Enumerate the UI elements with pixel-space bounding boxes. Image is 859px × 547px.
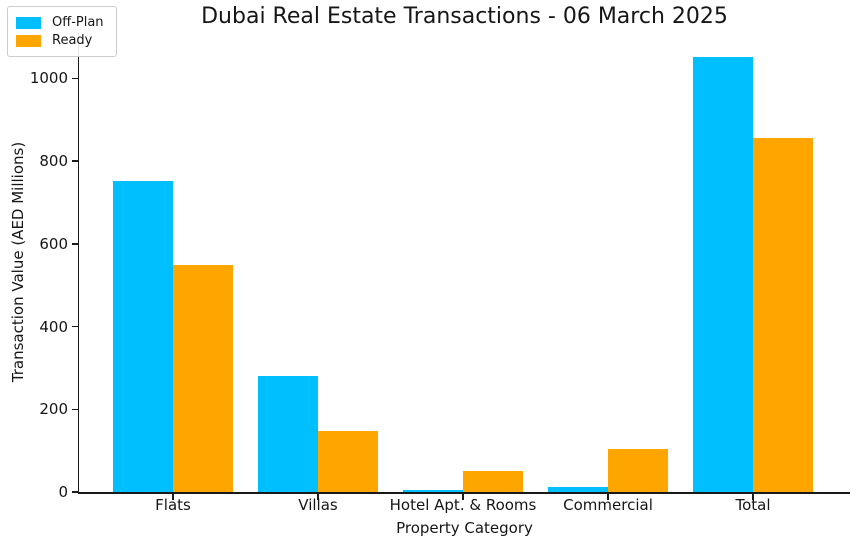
y-tick-label-1000: 1000 — [29, 69, 68, 88]
x-axis-spine — [77, 492, 850, 494]
x-tick-label-flats: Flats — [155, 496, 191, 514]
y-tick-mark-600 — [71, 243, 78, 245]
bar-ready-commercial — [608, 448, 668, 492]
x-tick-label-commercial: Commercial — [563, 496, 653, 514]
y-tick-mark-0 — [71, 491, 78, 493]
y-tick-label-400: 400 — [39, 317, 68, 336]
legend-label-off-plan: Off-Plan — [52, 15, 104, 30]
y-tick-label-600: 600 — [39, 234, 68, 253]
y-tick-label-800: 800 — [39, 152, 68, 171]
bar-ready-flats — [173, 264, 233, 492]
x-tick-mark-flats — [172, 493, 174, 500]
x-tick-mark-hotel-apt-rooms — [462, 493, 464, 500]
y-axis-label: Transaction Value (AED Millions) — [9, 141, 27, 383]
bar-off-plan-commercial — [548, 486, 608, 492]
bar-off-plan-hotel-apt-rooms — [403, 489, 463, 492]
legend-label-ready: Ready — [52, 33, 93, 48]
y-tick-mark-400 — [71, 325, 78, 328]
x-axis-label: Property Category — [396, 519, 533, 537]
x-tick-mark-total — [752, 493, 754, 500]
plot-area — [79, 33, 850, 492]
y-tick-label-0: 0 — [58, 483, 68, 501]
legend-swatch-ready — [16, 34, 41, 47]
y-axis-spine — [77, 33, 79, 494]
bar-off-plan-total — [693, 56, 753, 492]
bar-ready-total — [753, 138, 813, 492]
y-tick-mark-800 — [71, 160, 78, 162]
bar-ready-villas — [318, 430, 378, 492]
x-tick-label-total: Total — [735, 496, 771, 514]
legend: Off-Plan Ready — [7, 6, 117, 57]
y-tick-mark-1000 — [71, 77, 78, 80]
bar-off-plan-villas — [258, 376, 318, 492]
chart-title: Dubai Real Estate Transactions - 06 Marc… — [201, 4, 728, 29]
bar-ready-hotel-apt-rooms — [463, 471, 523, 492]
legend-swatch-off-plan — [16, 16, 41, 29]
x-tick-label-villas: Villas — [298, 496, 338, 514]
y-tick-mark-200 — [71, 408, 78, 411]
x-tick-label-hotel-apt-rooms: Hotel Apt. & Rooms — [389, 496, 537, 514]
bar-off-plan-flats — [113, 180, 173, 492]
x-tick-mark-villas — [317, 493, 319, 500]
y-tick-label-200: 200 — [39, 400, 68, 419]
x-tick-mark-commercial — [607, 493, 609, 500]
legend-item-ready: Ready — [16, 33, 104, 48]
legend-item-off-plan: Off-Plan — [16, 15, 104, 30]
